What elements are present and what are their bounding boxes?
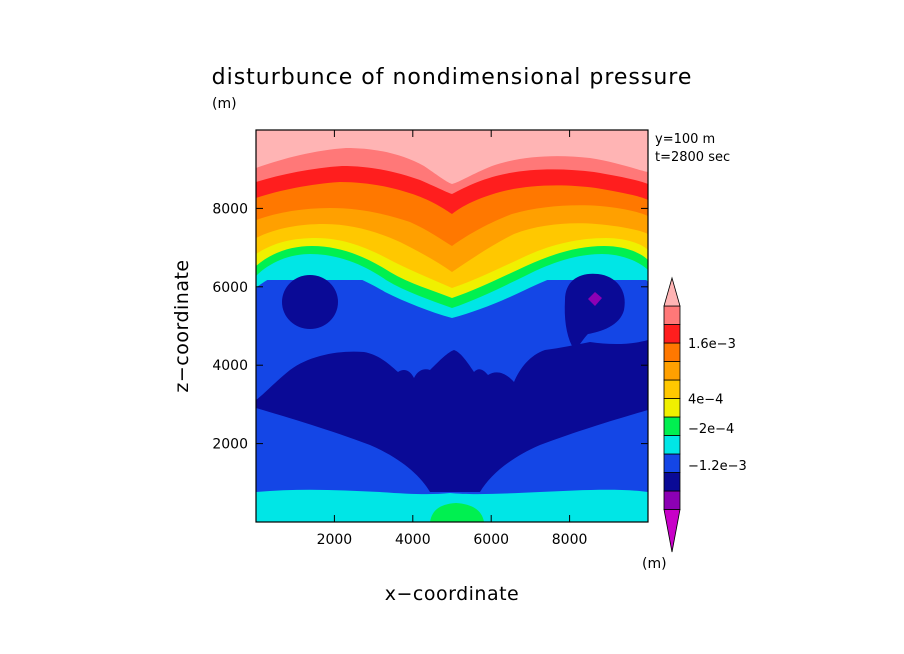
- colorbar-swatch: [663, 453, 681, 473]
- colorbar-label: 4e−4: [688, 393, 723, 408]
- y-tick-label: 6000: [212, 280, 248, 296]
- title-unit: (m): [212, 96, 237, 112]
- colorbar-swatch: [663, 305, 681, 325]
- y-tick-label: 2000: [212, 437, 248, 453]
- colorbar: 1.6e−3 4e−4 −2e−4 −1.2e−3: [663, 276, 747, 553]
- colorbar-arrow-low: [663, 509, 681, 553]
- colorbar-swatch: [663, 416, 681, 436]
- contour-blob-left: [282, 275, 338, 329]
- contour-plot: [255, 129, 649, 523]
- x-axis-label: x−coordinate: [385, 583, 520, 605]
- annotation-y: y=100 m: [655, 132, 715, 147]
- contour-band-navy: [256, 340, 648, 492]
- colorbar-swatch: [663, 435, 681, 455]
- colorbar-unit: (m): [642, 556, 667, 572]
- colorbar-swatch: [663, 361, 681, 381]
- annotation-time: t=2800 sec: [655, 150, 730, 165]
- colorbar-label: −2e−4: [688, 422, 734, 437]
- colorbar-arrow-high: [663, 276, 681, 307]
- y-axis: 2000 4000 6000 8000: [212, 201, 648, 453]
- colorbar-swatch: [663, 379, 681, 399]
- colorbar-swatch: [663, 490, 681, 510]
- colorbar-label: 1.6e−3: [688, 337, 736, 352]
- y-tick-label: 4000: [212, 358, 248, 374]
- y-axis-label: z−coordinate: [171, 259, 193, 392]
- x-tick-label: 8000: [552, 532, 588, 548]
- colorbar-label: −1.2e−3: [688, 459, 747, 474]
- contour-band-pink: [256, 130, 648, 184]
- y-tick-label: 8000: [212, 201, 248, 217]
- x-axis: 2000 4000 6000 8000: [317, 130, 588, 548]
- x-tick-label: 6000: [473, 532, 509, 548]
- colorbar-swatch: [663, 324, 681, 344]
- colorbar-swatch: [663, 472, 681, 492]
- contour-min-purple: [588, 292, 602, 306]
- plot-frame: [255, 129, 649, 523]
- chart-title: disturbunce of nondimensional pressure: [212, 65, 693, 90]
- contour-band-green-bottom: [430, 503, 484, 522]
- x-tick-label: 4000: [395, 532, 431, 548]
- contour-blob-right: [564, 273, 625, 349]
- x-tick-label: 2000: [317, 532, 353, 548]
- colorbar-swatch: [663, 342, 681, 362]
- colorbar-swatch: [663, 398, 681, 418]
